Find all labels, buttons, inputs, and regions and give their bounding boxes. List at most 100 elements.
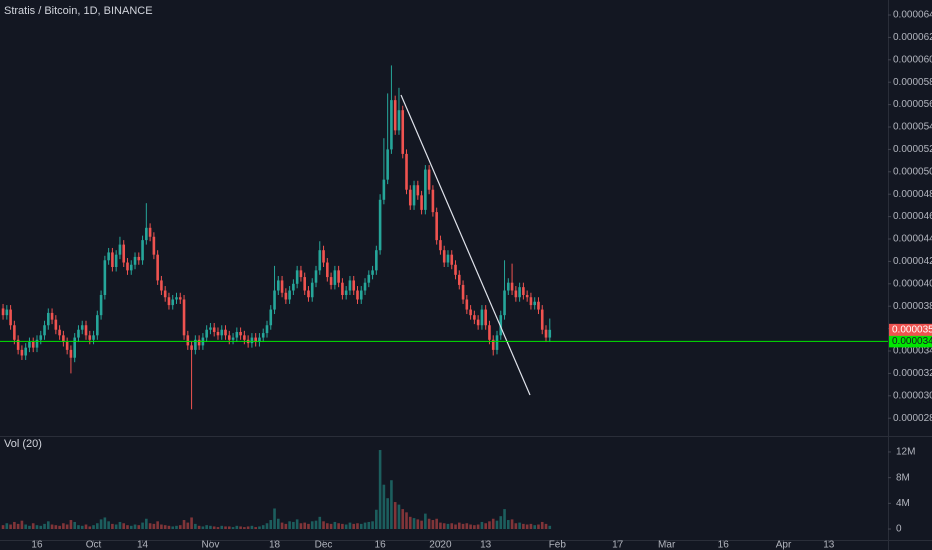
candle-body [9, 309, 12, 326]
volume-bar [454, 524, 457, 530]
x-tick-label: 14 [137, 540, 149, 550]
candle-body [137, 256, 141, 261]
volume-bar [31, 523, 35, 530]
volume-bar [356, 523, 359, 530]
candle-body [382, 179, 386, 200]
x-tick-label: Nov [202, 540, 220, 550]
volume-bar [299, 523, 303, 530]
volume-bar [160, 524, 163, 530]
volume-bar [16, 523, 20, 530]
candle-body [510, 282, 514, 291]
candle-body [43, 325, 46, 336]
candle-body [1, 308, 5, 316]
volume-bar [450, 523, 454, 530]
candle-body [356, 290, 359, 300]
volume-bar [371, 521, 374, 530]
x-tick-label: 16 [31, 540, 43, 550]
candle-body [175, 297, 178, 300]
candle-body [348, 280, 352, 291]
volume-bar [431, 520, 435, 530]
candle-body [292, 283, 295, 291]
volume-bar [47, 521, 50, 530]
candle-body [77, 329, 80, 338]
candle-body [273, 290, 276, 310]
candle-body [427, 169, 431, 190]
candle-body [540, 309, 544, 330]
volume-bar [416, 519, 420, 530]
candle-body [386, 149, 389, 180]
volume-bar [491, 518, 495, 530]
volume-bar [544, 523, 548, 530]
candle-body [367, 274, 371, 283]
candle-body [129, 264, 133, 271]
volume-bar [88, 526, 92, 530]
volume-bar [152, 523, 156, 530]
candle-body [84, 325, 88, 336]
candle-body [488, 325, 491, 340]
volume-bar [171, 526, 175, 530]
volume-bar [258, 526, 261, 530]
volume-bar [182, 520, 186, 530]
volume-bar [35, 525, 39, 530]
volume-bar [118, 521, 122, 530]
candle-body [322, 250, 325, 263]
candle-body [35, 339, 39, 348]
candle-body [446, 254, 450, 263]
candle-body [424, 169, 427, 210]
candle-body [465, 299, 469, 310]
y-tick-label: 0.00004800 [893, 189, 932, 200]
x-tick-label: 16 [375, 540, 387, 550]
volume-bar [137, 525, 141, 530]
volume-bar [231, 527, 235, 530]
volume-bar [484, 523, 487, 530]
volume-bar [314, 520, 318, 530]
volume-bar [412, 518, 416, 530]
volume-bar [326, 523, 329, 530]
candle-body [258, 337, 261, 343]
candle-body [299, 270, 303, 278]
candle-body [73, 337, 76, 358]
volume-bar [246, 526, 250, 530]
y-tick-label: 0.00003000 [893, 390, 932, 401]
volume-bar [442, 523, 446, 530]
volume-bar [348, 522, 352, 530]
volume-bar [277, 518, 280, 530]
y-tick-label: 0.00003200 [893, 368, 932, 379]
volume-bar [114, 524, 118, 530]
candle-body [111, 252, 114, 268]
candle-body [99, 295, 103, 316]
candle-body [107, 252, 110, 261]
candle-body [152, 236, 156, 255]
volume-bar [393, 502, 397, 530]
candle-body [499, 315, 503, 336]
chart-title: Stratis / Bitcoin, 1D, BINANCE [4, 5, 153, 17]
candle-body [186, 335, 190, 346]
volume-bar [514, 523, 518, 530]
candle-body [416, 185, 420, 196]
volume-bar [122, 523, 126, 530]
candle-body [96, 315, 99, 336]
candle-body [50, 312, 54, 320]
volume-bar [197, 525, 201, 530]
candle-body [529, 297, 533, 306]
candle-body [397, 110, 401, 131]
volume-bar [503, 509, 506, 530]
y-tick-label: 0.00005200 [893, 144, 932, 155]
candle-body [243, 335, 246, 340]
volume-bar [269, 520, 273, 530]
volume-bar [126, 525, 129, 530]
candle-body [227, 335, 231, 340]
volume-bar [65, 524, 69, 530]
candle-body [163, 290, 167, 298]
volume-bar [397, 504, 401, 530]
volume-bar [507, 520, 510, 530]
y-tick-label: 0.00006200 [893, 32, 932, 43]
x-tick-label: 13 [823, 540, 835, 550]
candle-body [160, 280, 163, 291]
candle-body [431, 189, 435, 213]
volume-bar [280, 522, 284, 530]
volume-bar [43, 523, 46, 530]
candle-body [401, 110, 405, 154]
candle-body [412, 185, 416, 206]
candle-body [148, 227, 152, 237]
